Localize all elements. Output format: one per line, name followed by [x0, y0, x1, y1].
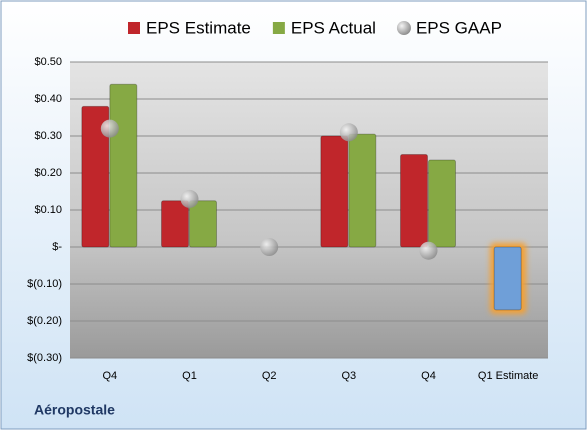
- y-tick-label: $0.20: [34, 167, 62, 179]
- y-tick-label: $0.50: [34, 56, 62, 68]
- y-tick-label: $(0.20): [27, 315, 62, 327]
- y-tick-label: $0.30: [34, 130, 62, 142]
- legend-marker: [128, 22, 140, 34]
- legend-label: EPS Actual: [291, 18, 376, 37]
- x-tick-label: Q4: [421, 370, 436, 382]
- x-tick-label: Q1: [182, 370, 197, 382]
- gaap-point: [339, 123, 358, 142]
- bar: [348, 133, 377, 248]
- legend-label: EPS Estimate: [146, 18, 251, 37]
- x-tick-label: Q3: [341, 370, 356, 382]
- x-tick-label: Q1 Estimate: [478, 370, 539, 382]
- bar: [320, 135, 349, 248]
- gaap-point: [260, 238, 279, 256]
- y-tick-label: $-: [52, 241, 62, 253]
- bar: [161, 200, 189, 248]
- bar: [109, 83, 138, 248]
- y-tick-label: $0.10: [34, 204, 62, 216]
- legend-label: EPS GAAP: [416, 18, 502, 37]
- gaap-point: [180, 189, 199, 208]
- x-tick-label: Q2: [262, 370, 277, 382]
- y-tick-label: $(0.30): [27, 352, 62, 364]
- y-tick-label: $0.40: [34, 93, 62, 105]
- bar: [189, 200, 217, 248]
- bar: [493, 246, 522, 311]
- gaap-point: [419, 241, 438, 260]
- bar: [428, 159, 456, 248]
- chart-title: Aéropostale: [34, 402, 115, 418]
- bar: [81, 105, 110, 248]
- bar: [400, 154, 428, 248]
- y-tick-label: $(0.10): [27, 278, 62, 290]
- gaap-point: [100, 119, 119, 138]
- legend: EPS Estimate EPS Actual EPS GAAP: [128, 18, 502, 37]
- legend-marker: [396, 21, 411, 35]
- x-tick-label: Q4: [102, 370, 117, 382]
- legend-marker: [272, 22, 285, 34]
